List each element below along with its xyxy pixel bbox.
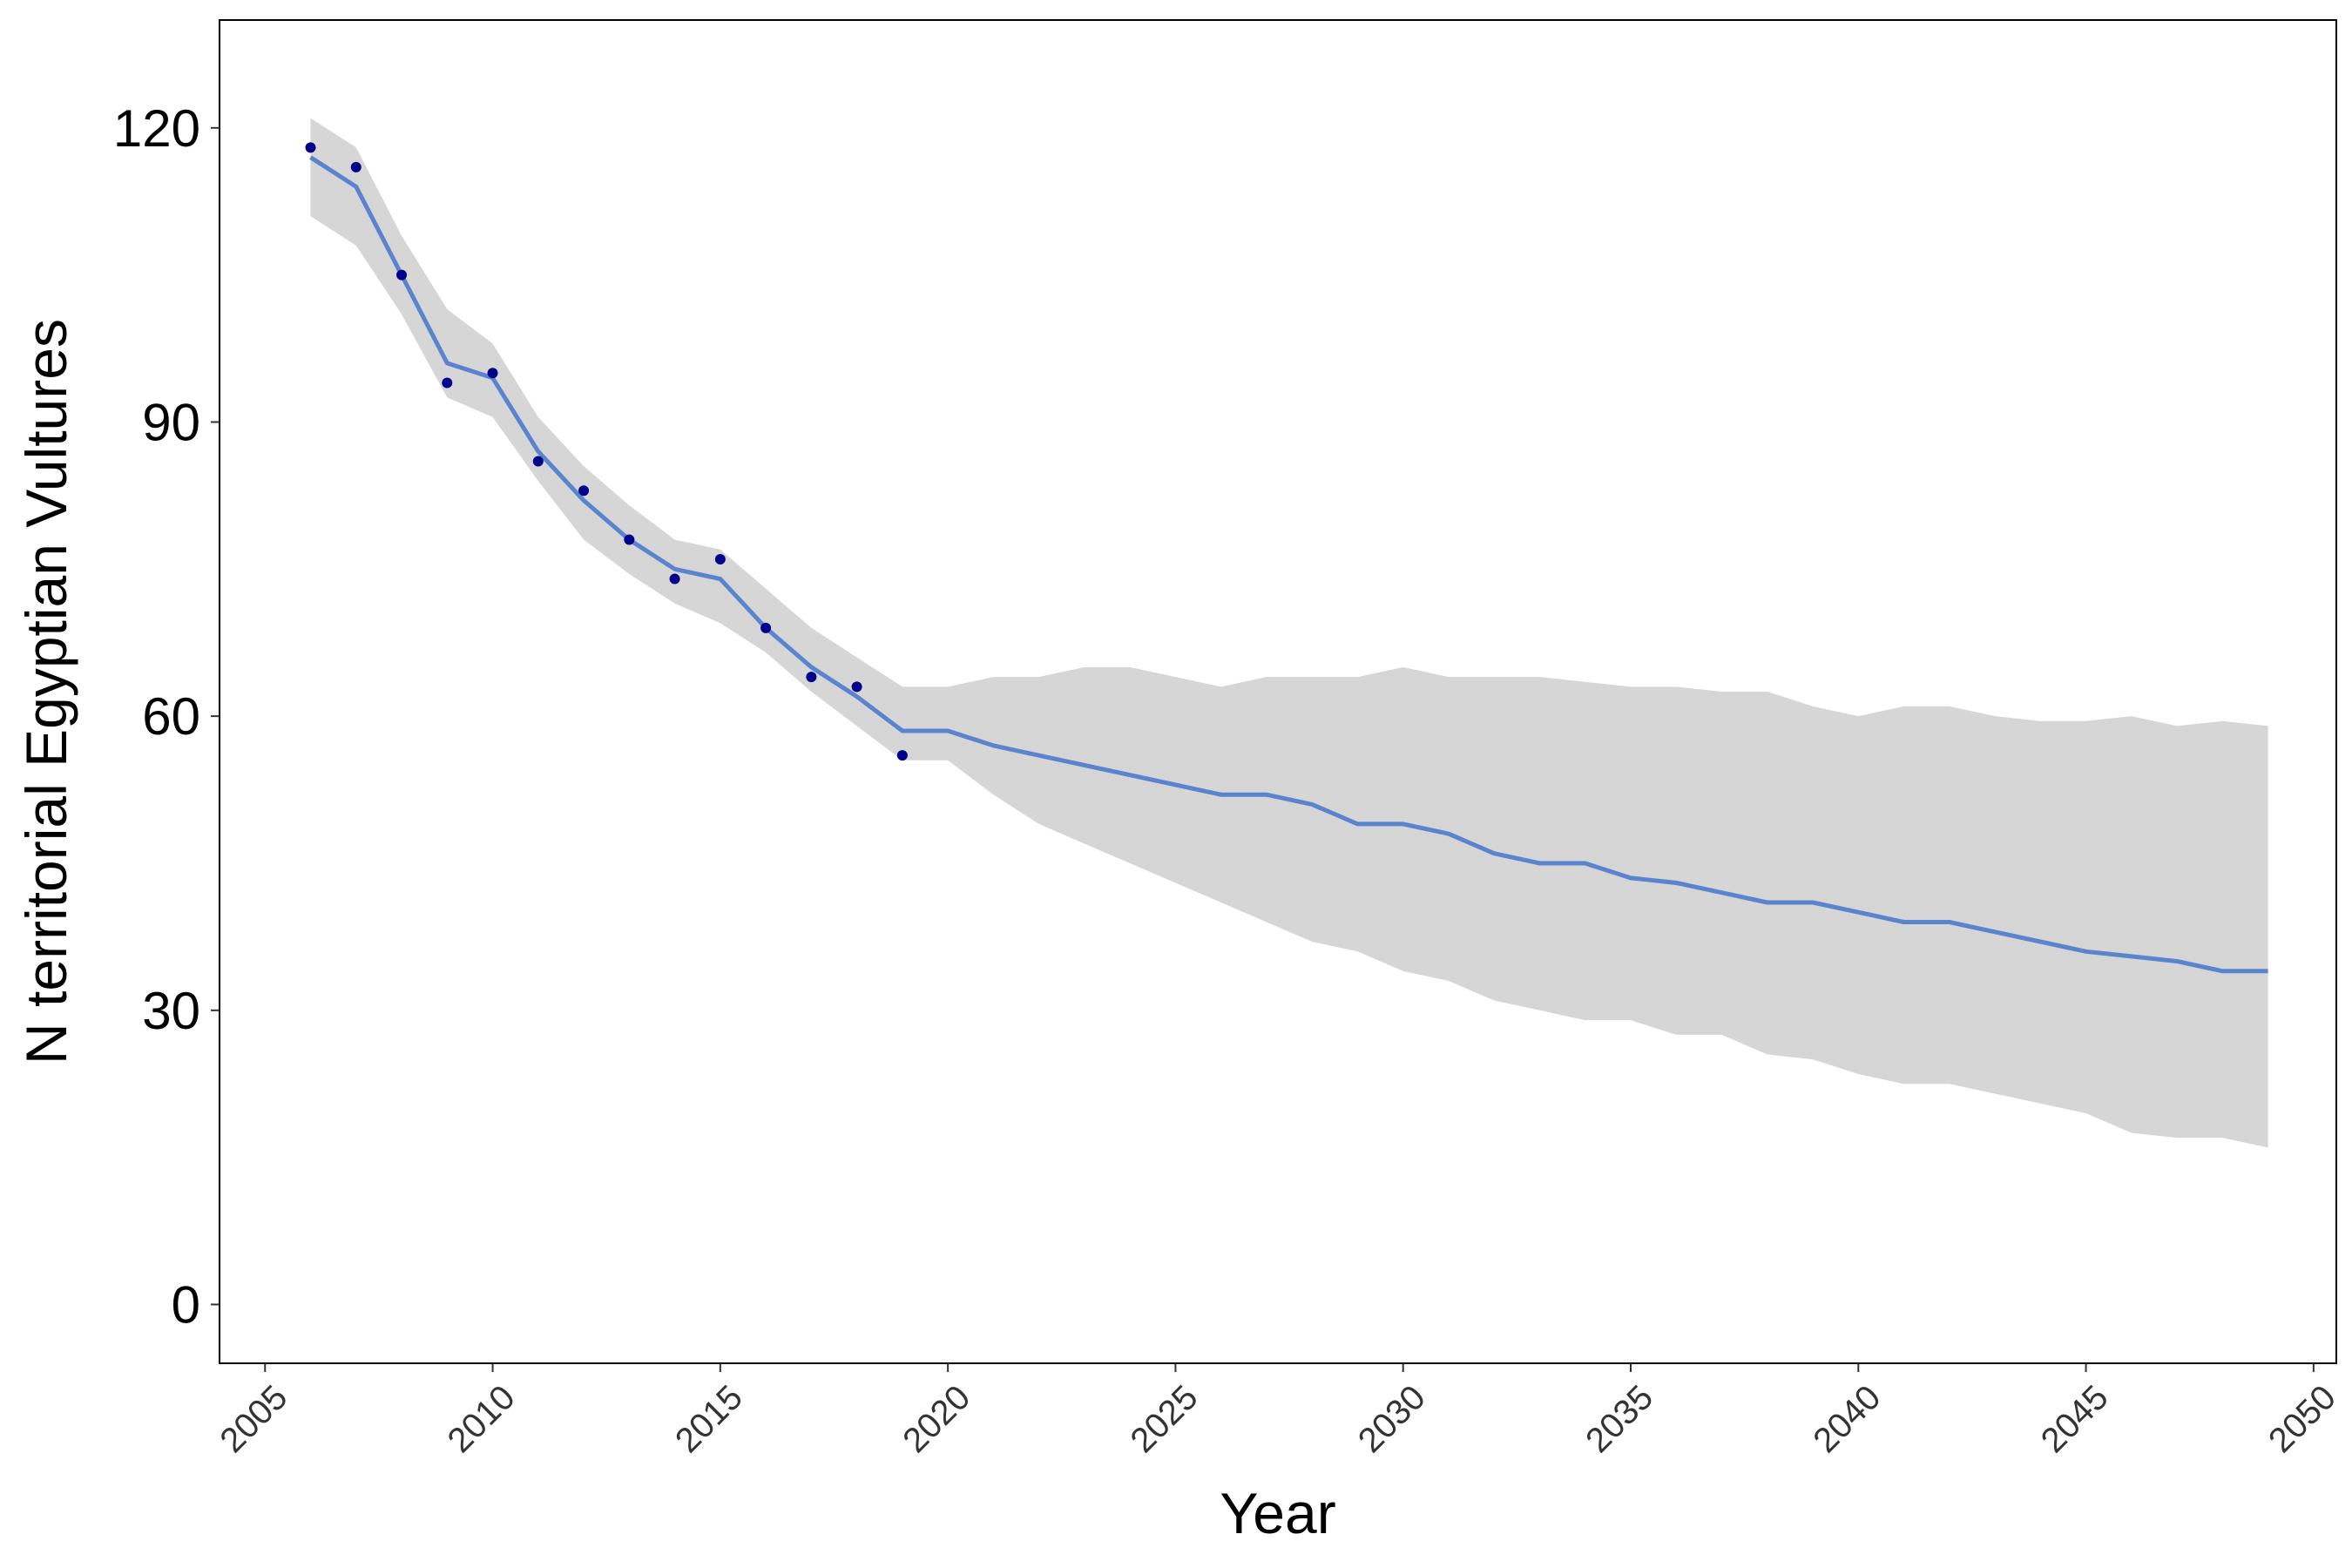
data-point (760, 622, 772, 633)
y-tick-label: 0 (172, 1275, 200, 1334)
data-point (624, 534, 635, 545)
data-point (396, 269, 408, 280)
data-point (896, 750, 908, 761)
x-axis-title: Year (1220, 1481, 1335, 1545)
data-point (669, 573, 680, 585)
observed-points (305, 142, 908, 761)
data-point (442, 377, 453, 389)
x-tick-label: 2040 (1806, 1378, 1888, 1460)
y-tick-label: 90 (142, 393, 200, 451)
data-point (350, 161, 362, 172)
y-tick-label: 60 (142, 687, 200, 746)
confidence-band (310, 118, 2268, 1148)
trend-line (309, 155, 2268, 974)
data-point (851, 681, 862, 693)
x-tick-label: 2010 (441, 1378, 523, 1460)
data-point (578, 485, 590, 497)
x-tick-label: 2030 (1351, 1378, 1433, 1460)
x-tick-label: 2035 (1578, 1378, 1660, 1460)
data-point (305, 142, 316, 153)
data-point (487, 368, 498, 379)
x-tick-label: 2045 (2034, 1378, 2116, 1460)
data-point (806, 672, 817, 683)
x-axis: 2005 2010 2015 2020 2025 2030 2035 2040 2045 2050 (213, 1363, 2343, 1460)
y-tick-label: 30 (142, 982, 200, 1040)
x-tick-label: 2020 (896, 1378, 977, 1460)
x-tick-label: 2050 (2261, 1378, 2343, 1460)
x-tick-label: 2005 (213, 1378, 294, 1460)
data-point (532, 456, 544, 467)
data-point (714, 554, 726, 565)
y-tick-label: 120 (113, 99, 200, 158)
y-axis: 0 30 60 90 120 (113, 99, 220, 1334)
y-axis-title: N territorial Egyptian Vultures (14, 319, 78, 1064)
x-tick-label: 2015 (668, 1378, 750, 1460)
x-tick-label: 2025 (1124, 1378, 1206, 1460)
